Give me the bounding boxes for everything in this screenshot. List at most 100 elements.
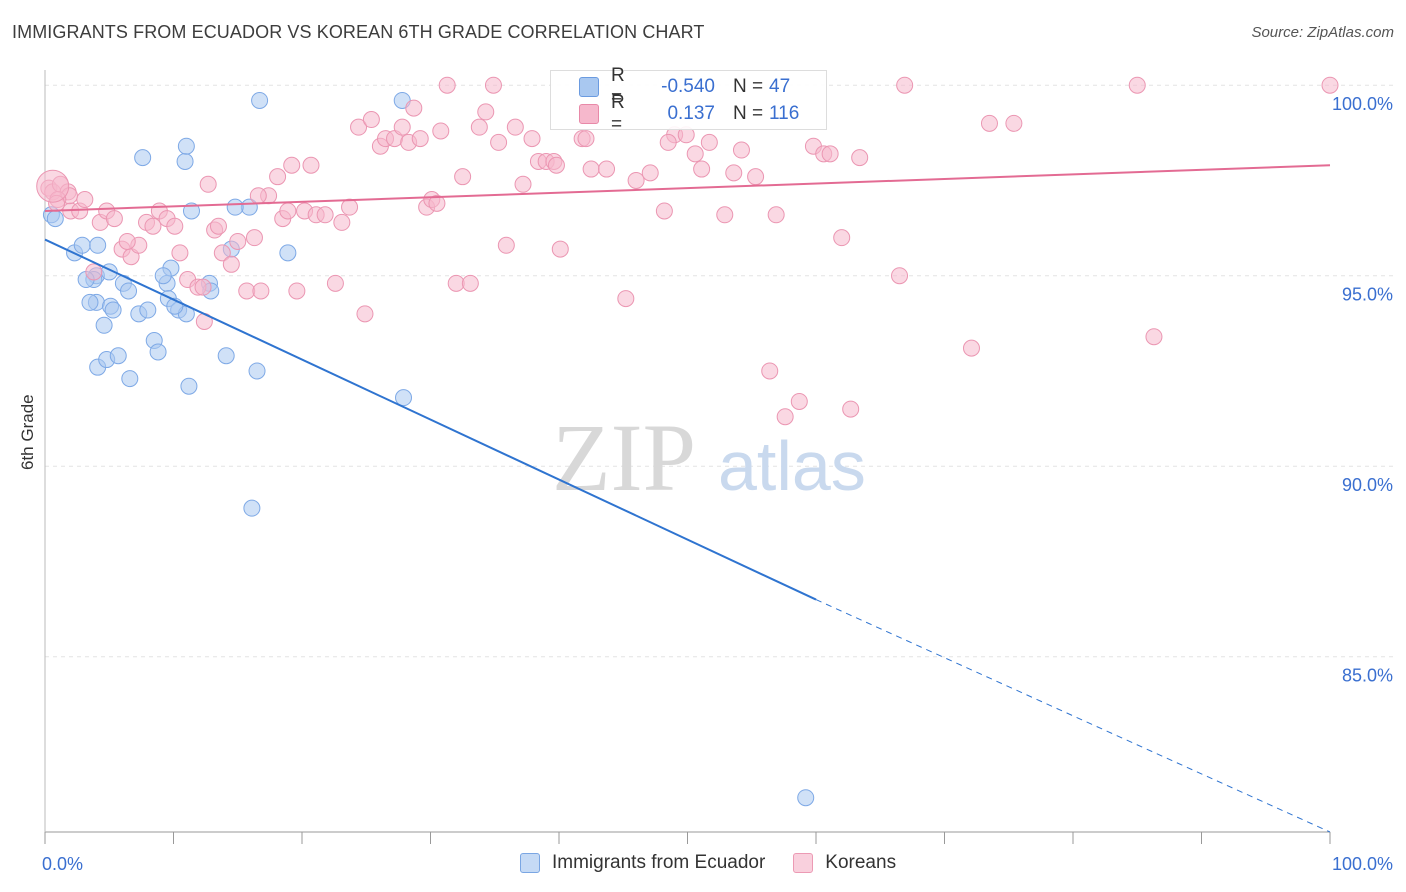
koreans-point bbox=[454, 168, 472, 186]
koreans-point bbox=[1128, 76, 1146, 94]
legend-label-koreans: Koreans bbox=[825, 852, 897, 873]
koreans-point bbox=[980, 114, 998, 132]
legend-row-ecuador: R = -0.540 N = 47 bbox=[551, 65, 791, 108]
ecuador-point bbox=[226, 198, 244, 216]
ecuador-point bbox=[251, 91, 269, 109]
koreans-point bbox=[523, 130, 541, 148]
koreans-point bbox=[641, 164, 659, 182]
watermark-atlas: atlas bbox=[718, 427, 866, 505]
legend-label-ecuador: Immigrants from Ecuador bbox=[552, 852, 766, 873]
koreans-point bbox=[166, 217, 184, 235]
ecuador-trendline bbox=[44, 238, 817, 601]
watermark-zip: ZIP bbox=[552, 404, 696, 511]
koreans-point bbox=[700, 133, 718, 151]
legend-r-value: -0.540 bbox=[661, 76, 715, 97]
koreans-point bbox=[484, 76, 502, 94]
koreans-point bbox=[432, 122, 450, 140]
koreans-point bbox=[428, 194, 446, 212]
koreans-point bbox=[582, 160, 600, 178]
koreans-point bbox=[761, 362, 779, 380]
koreans-point bbox=[252, 282, 270, 300]
koreans-point bbox=[655, 202, 673, 220]
legend-n-label: N = bbox=[733, 76, 764, 97]
koreans-point bbox=[627, 171, 645, 189]
legend-item-koreans[interactable]: Koreans bbox=[793, 852, 896, 874]
koreans-point bbox=[767, 206, 785, 224]
koreans-point bbox=[405, 99, 423, 117]
koreans-point bbox=[477, 103, 495, 121]
y-tick-label: 100.0% bbox=[1332, 94, 1393, 114]
koreans-point bbox=[1321, 76, 1339, 94]
koreans-point bbox=[725, 164, 743, 182]
koreans-point bbox=[85, 263, 103, 281]
legend-swatch-ecuador bbox=[520, 853, 540, 873]
source-credit: Source: ZipAtlas.com bbox=[1251, 24, 1394, 41]
legend-swatch-koreans bbox=[579, 104, 599, 124]
koreans-point bbox=[514, 175, 532, 193]
y-axis-label: 6th Grade bbox=[18, 394, 37, 470]
legend-swatch-ecuador bbox=[579, 77, 599, 97]
koreans-point bbox=[821, 145, 839, 163]
koreans-point bbox=[891, 267, 909, 285]
chart-title: IMMIGRANTS FROM ECUADOR VS KOREAN 6TH GR… bbox=[12, 22, 705, 42]
koreans-point bbox=[411, 130, 429, 148]
koreans-point bbox=[326, 274, 344, 292]
koreans-point bbox=[269, 168, 287, 186]
koreans-point bbox=[302, 156, 320, 174]
koreans-point bbox=[213, 244, 231, 262]
koreans-point bbox=[279, 202, 297, 220]
y-tick-label: 90.0% bbox=[1342, 475, 1393, 495]
legend-r-label: R = bbox=[611, 92, 625, 135]
koreans-point bbox=[393, 118, 411, 136]
koreans-point bbox=[194, 278, 212, 296]
ecuador-point bbox=[121, 370, 139, 388]
koreans-point bbox=[461, 274, 479, 292]
koreans-point bbox=[716, 206, 734, 224]
legend-r-label: R = bbox=[611, 65, 625, 108]
y-tick-label: 95.0% bbox=[1342, 285, 1393, 305]
koreans-point bbox=[118, 232, 136, 250]
series-points bbox=[36, 76, 1339, 807]
koreans-point bbox=[245, 229, 263, 247]
legend-n-value: 116 bbox=[769, 103, 800, 124]
koreans-point bbox=[833, 229, 851, 247]
ecuador-point bbox=[81, 293, 99, 311]
ecuador-point bbox=[180, 377, 198, 395]
ecuador-point bbox=[182, 202, 200, 220]
koreans-point bbox=[896, 76, 914, 94]
legend-row-koreans: R = 0.137 N = 116 bbox=[551, 92, 800, 135]
koreans-point bbox=[288, 282, 306, 300]
koreans-point bbox=[693, 160, 711, 178]
x-tick-label: 0.0% bbox=[42, 854, 83, 874]
koreans-point bbox=[577, 130, 595, 148]
koreans-point bbox=[447, 274, 465, 292]
ecuador-point bbox=[46, 210, 64, 228]
x-tick-label: 100.0% bbox=[1332, 854, 1393, 874]
y-tick-label: 85.0% bbox=[1342, 666, 1393, 686]
koreans-point bbox=[547, 156, 565, 174]
koreans-point bbox=[470, 118, 488, 136]
ecuador-trendline-extension bbox=[815, 599, 1331, 833]
koreans-point bbox=[617, 290, 635, 308]
ecuador-point bbox=[109, 347, 127, 365]
koreans-point bbox=[497, 236, 515, 254]
koreans-point bbox=[350, 118, 368, 136]
koreans-point bbox=[76, 191, 94, 209]
koreans-point bbox=[249, 187, 267, 205]
koreans-point bbox=[1005, 114, 1023, 132]
legend-n-value: 47 bbox=[769, 76, 791, 97]
koreans-point bbox=[551, 240, 569, 258]
ecuador-point bbox=[217, 347, 235, 365]
koreans-point bbox=[790, 392, 808, 410]
koreans-point bbox=[222, 255, 240, 273]
koreans-point bbox=[316, 206, 334, 224]
koreans-point bbox=[341, 198, 359, 216]
koreans-point bbox=[851, 149, 869, 167]
ecuador-point bbox=[243, 499, 261, 517]
ecuador-point bbox=[149, 343, 167, 361]
ecuador-point bbox=[120, 282, 138, 300]
koreans-point bbox=[506, 118, 524, 136]
legend-item-ecuador[interactable]: Immigrants from Ecuador bbox=[520, 852, 765, 874]
koreans-point bbox=[36, 169, 70, 203]
